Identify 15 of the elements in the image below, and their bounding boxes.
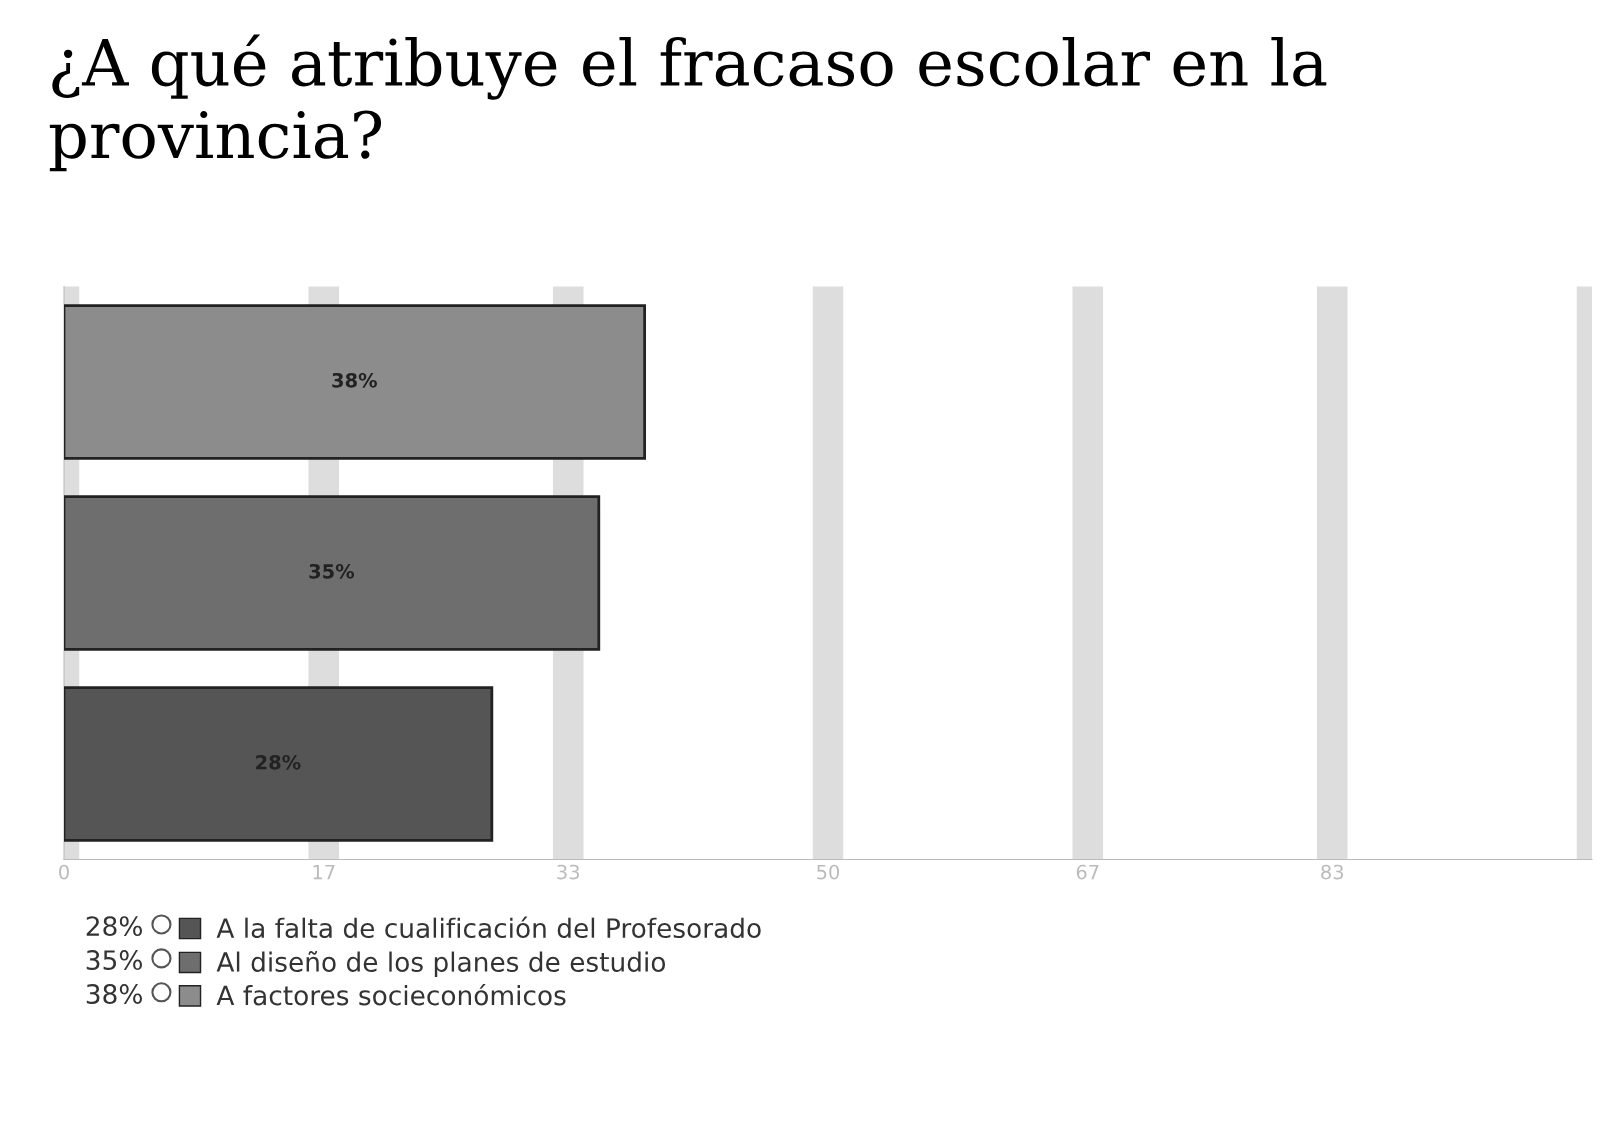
legend-label: A la falta de cualificación del Profesorado (216, 916, 761, 939)
legend-label: A factores socieconómicos (216, 983, 566, 1006)
legend-label: Al diseño de los planes de estudio (216, 951, 666, 978)
x-tick-label: 0 (59, 864, 69, 880)
text: 35% (86, 950, 142, 971)
text: 28% (86, 916, 142, 937)
x-tick-label: 50 (817, 864, 840, 880)
chart-title: ¿A qué atribuye el fracaso escolar en la provincia? (49, 34, 1327, 172)
data-label: 38% (332, 372, 377, 388)
text: 38% (86, 983, 142, 1004)
x-tick-label: 67 (1076, 864, 1099, 880)
data-label: 35% (309, 563, 355, 579)
x-tick-label: 33 (557, 864, 580, 880)
x-tick-label: 83 (1321, 864, 1344, 880)
x-tick-label: 17 (313, 864, 335, 880)
